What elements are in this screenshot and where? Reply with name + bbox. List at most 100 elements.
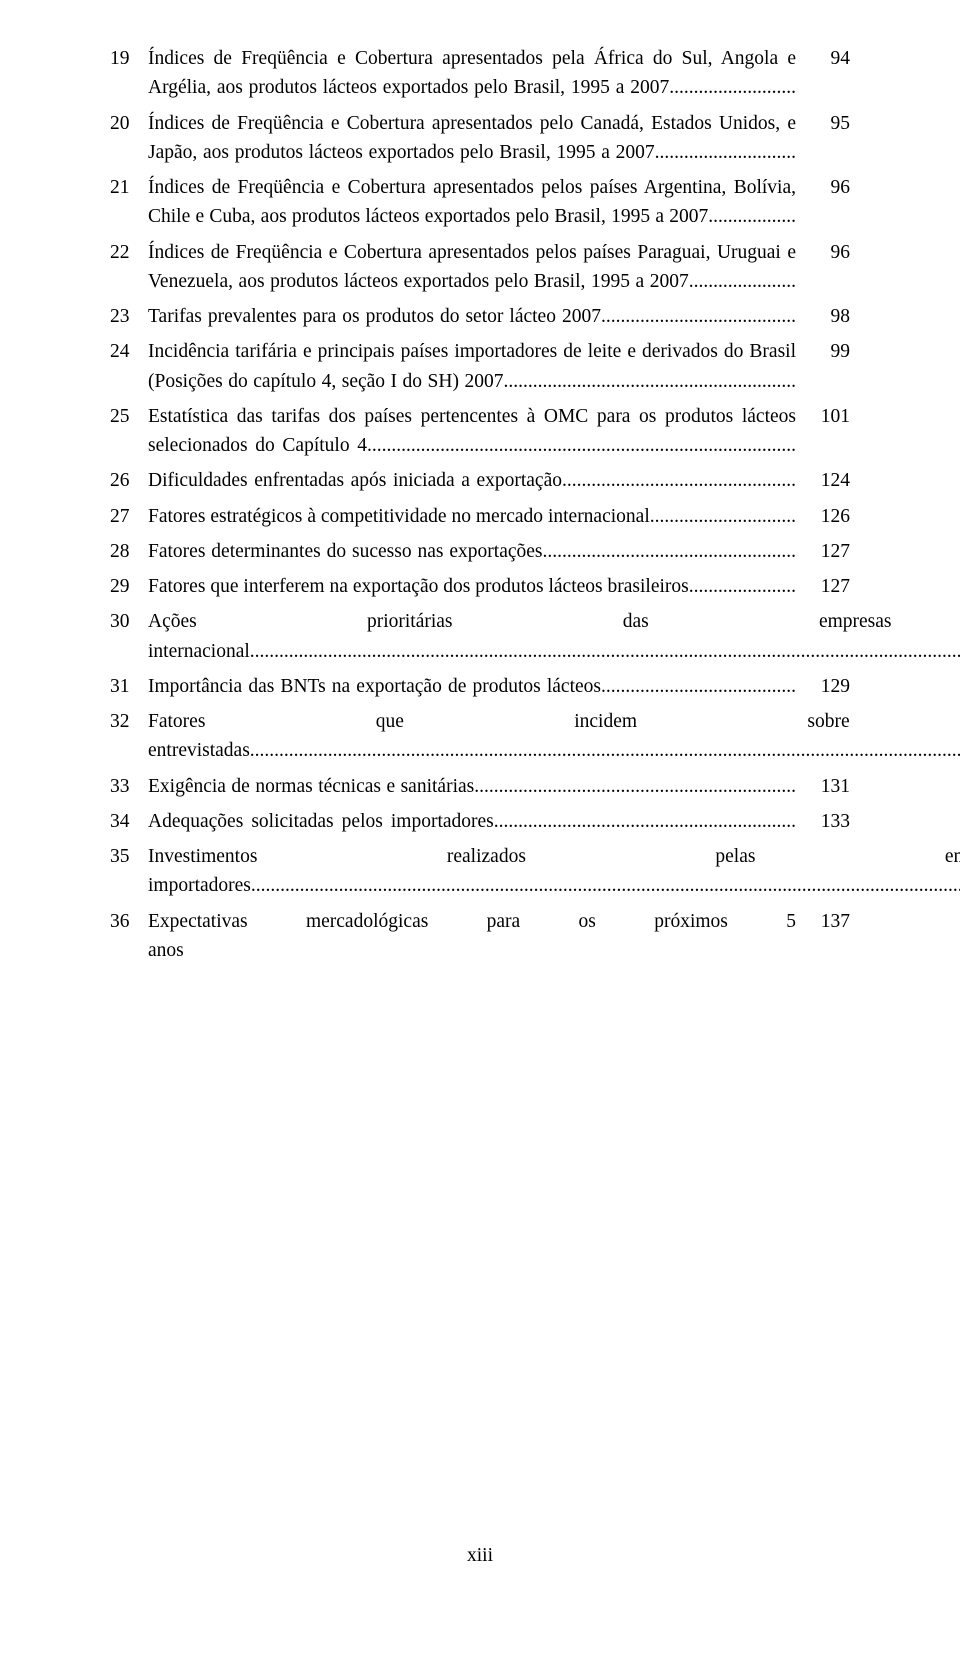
toc-entry-page: 127 (796, 572, 850, 601)
toc-entry-title: Tarifas prevalentes para os produtos do … (148, 306, 601, 327)
toc-entry-leader: ........................................… (494, 811, 796, 832)
toc-entry-title: Exigência de normas técnicas e sanitária… (148, 776, 474, 797)
toc-entry-spread-line: Expectativas mercadológicas para os próx… (148, 907, 796, 936)
toc-entry-page: 94 (796, 44, 850, 73)
toc-entry-leader: ........................................… (474, 776, 796, 797)
toc-entry-number: 33 (110, 772, 148, 801)
toc-entry-number: 27 (110, 502, 148, 531)
toc-entry-text: Fatores que interferem na exportação dos… (148, 572, 796, 601)
toc-entry: 31Importância das BNTs na exportação de … (110, 672, 850, 701)
toc-entry-text: Índices de Freqüência e Cobertura aprese… (148, 238, 796, 297)
page: 19Índices de Freqüência e Cobertura apre… (0, 0, 960, 1677)
toc-entry-number: 24 (110, 337, 148, 366)
toc-entry-text: Índices de Freqüência e Cobertura aprese… (148, 44, 796, 103)
toc-entry: 27Fatores estratégicos à competitividade… (110, 502, 850, 531)
toc-entry-text: Índices de Freqüência e Cobertura aprese… (148, 109, 796, 168)
toc-entry-text: Fatores que incidem sobre os produtos lá… (148, 707, 960, 766)
toc-entry-page: 137 (796, 907, 850, 936)
toc-entry-leader: ...................... (689, 576, 796, 597)
toc-entry-text: Exigência de normas técnicas e sanitária… (148, 772, 796, 801)
toc-entry: 29Fatores que interferem na exportação d… (110, 572, 850, 601)
toc-entry-page: 133 (796, 807, 850, 836)
toc-entry-leader: ........................................… (543, 541, 797, 562)
toc-entry-number: 19 (110, 44, 148, 73)
toc-entry-leader: ........................................… (504, 371, 797, 392)
toc-entry-page: 101 (796, 402, 850, 431)
word: próximos (654, 907, 728, 936)
toc-entry: 32Fatores que incidem sobre os produtos … (110, 707, 850, 766)
toc-entry: 23Tarifas prevalentes para os produtos d… (110, 302, 850, 331)
toc-entry-text: Expectativas mercadológicas para os próx… (148, 907, 796, 966)
toc-entry-leader: ........................................… (562, 470, 796, 491)
toc-entry-title: Fatores estratégicos à competitividade n… (148, 506, 650, 527)
toc-entry-page: 99 (796, 337, 850, 366)
toc-entry: 30Ações prioritárias das empresas para a… (110, 607, 850, 666)
toc-entry: 35Investimentos realizados pelas empresa… (110, 842, 850, 901)
toc-entry-leader: .............................. (650, 506, 796, 527)
toc-entry-text: Tarifas prevalentes para os produtos do … (148, 302, 796, 331)
word: para (487, 907, 521, 936)
toc-entry-number: 28 (110, 537, 148, 566)
toc-entry-number: 23 (110, 302, 148, 331)
toc-entry-leader: .......................... (669, 77, 796, 98)
toc-entry-text: Adequações solicitadas pelos importadore… (148, 807, 796, 836)
toc-entry-page: 127 (796, 537, 850, 566)
toc-entry-last-line: anos (148, 936, 796, 965)
toc-entry-number: 29 (110, 572, 148, 601)
toc-entry-number: 21 (110, 173, 148, 202)
toc-entry-page: 96 (796, 173, 850, 202)
toc-entry-number: 36 (110, 907, 148, 936)
toc-entry-page: 124 (796, 466, 850, 495)
toc-entry-text: Importância das BNTs na exportação de pr… (148, 672, 796, 701)
word: 5 (786, 907, 796, 936)
toc-entry-leader: ............................ (660, 142, 797, 163)
toc-entry: 19Índices de Freqüência e Cobertura apre… (110, 44, 850, 103)
toc-entry-number: 30 (110, 607, 148, 636)
table-of-contents: 19Índices de Freqüência e Cobertura apre… (110, 44, 850, 901)
toc-entry-number: 31 (110, 672, 148, 701)
toc-entry-leader: ........................................ (601, 306, 796, 327)
toc-entry-title: Importância das BNTs na exportação de pr… (148, 676, 601, 697)
toc-entry-text: Fatores determinantes do sucesso nas exp… (148, 537, 796, 566)
toc-entry-page: 98 (796, 302, 850, 331)
toc-entry-number: 25 (110, 402, 148, 431)
toc-entry: 34Adequações solicitadas pelos importado… (110, 807, 850, 836)
word: mercadológicas (306, 907, 428, 936)
toc-entry-number: 32 (110, 707, 148, 736)
toc-entry: 36 Expectativas mercadológicas para os p… (110, 907, 850, 966)
word: Expectativas (148, 907, 248, 936)
page-number: xiii (0, 1545, 960, 1567)
toc-entry-title: Fatores determinantes do sucesso nas exp… (148, 541, 543, 562)
toc-entry-page: 95 (796, 109, 850, 138)
toc-entry-number: 20 (110, 109, 148, 138)
toc-entry-page: 131 (796, 772, 850, 801)
toc-entry-number: 26 (110, 466, 148, 495)
toc-entry-text: Incidência tarifária e principais países… (148, 337, 796, 396)
toc-entry-number: 22 (110, 238, 148, 267)
toc-entry: 25Estatística das tarifas dos países per… (110, 402, 850, 461)
toc-entry-text: Estatística das tarifas dos países perte… (148, 402, 796, 461)
toc-entry-text: Fatores estratégicos à competitividade n… (148, 502, 796, 531)
toc-entry-leader: ........................................ (601, 676, 796, 697)
toc-entry-leader: ........................................… (250, 740, 960, 761)
toc-entry-text: Investimentos realizados pelas empresas … (148, 842, 960, 901)
toc-entry-text: Índices de Freqüência e Cobertura aprese… (148, 173, 796, 232)
toc-entry-leader: ........................................… (250, 641, 960, 662)
toc-entry-page: 126 (796, 502, 850, 531)
toc-entry-number: 35 (110, 842, 148, 871)
toc-entry-text: Dificuldades enfrentadas após iniciada a… (148, 466, 796, 495)
toc-entry-title: Índices de Freqüência e Cobertura aprese… (148, 177, 796, 227)
toc-entry-title: Fatores que interferem na exportação dos… (148, 576, 689, 597)
toc-entry-leader: ........................................… (251, 875, 960, 896)
toc-entry-page: 96 (796, 238, 850, 267)
toc-entry: 33Exigência de normas técnicas e sanitár… (110, 772, 850, 801)
toc-entry-leader: .................. (708, 206, 796, 227)
toc-entry-leader: ...................... (689, 271, 796, 292)
toc-entry-number: 34 (110, 807, 148, 836)
toc-entry: 28Fatores determinantes do sucesso nas e… (110, 537, 850, 566)
toc-entry-title: Adequações solicitadas pelos importadore… (148, 811, 494, 832)
toc-entry-page: 129 (796, 672, 850, 701)
toc-entry-leader: ........................................… (367, 435, 796, 456)
toc-entry: 26Dificuldades enfrentadas após iniciada… (110, 466, 850, 495)
toc-entry: 21Índices de Freqüência e Cobertura apre… (110, 173, 850, 232)
